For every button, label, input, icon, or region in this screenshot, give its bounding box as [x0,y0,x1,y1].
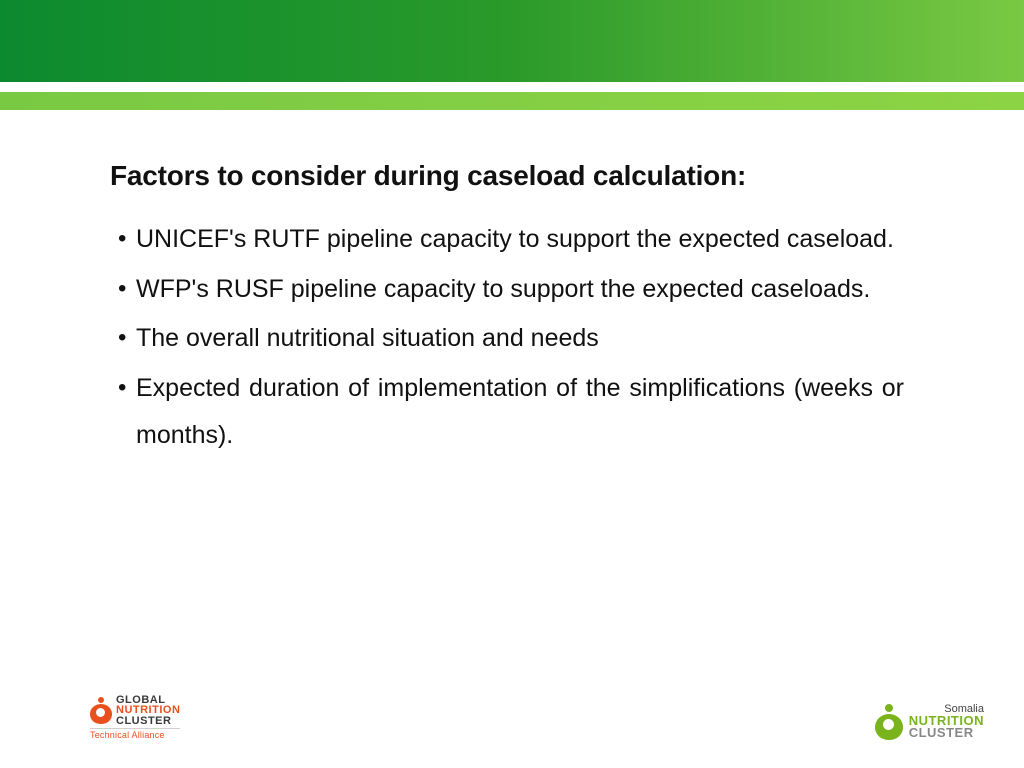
bullet-list: UNICEF's RUTF pipeline capacity to suppo… [110,216,904,460]
footer: GLOBAL NUTRITION CLUSTER Technical Allia… [0,678,1024,748]
header-bar-top [0,0,1024,82]
slide-title: Factors to consider during caseload calc… [110,160,904,192]
logo-somalia-nutrition-cluster: Somalia NUTRITION CLUSTER [875,704,984,740]
gnc-icon [90,697,112,724]
slide-content: Factors to consider during caseload calc… [0,110,1024,460]
logo-global-nutrition-cluster: GLOBAL NUTRITION CLUSTER Technical Allia… [90,695,180,740]
gnc-subtitle: Technical Alliance [90,730,165,740]
list-item: UNICEF's RUTF pipeline capacity to suppo… [118,216,904,264]
snc-icon [875,704,903,740]
snc-text-line3: CLUSTER [909,727,984,739]
gnc-text-line2: NUTRITION [116,705,180,715]
gnc-text-line3: CLUSTER [116,716,180,726]
header-bar-thin [0,92,1024,110]
list-item: WFP's RUSF pipeline capacity to support … [118,266,904,314]
list-item: Expected duration of implementation of t… [118,365,904,460]
list-item: The overall nutritional situation and ne… [118,315,904,363]
header-gap [0,82,1024,92]
